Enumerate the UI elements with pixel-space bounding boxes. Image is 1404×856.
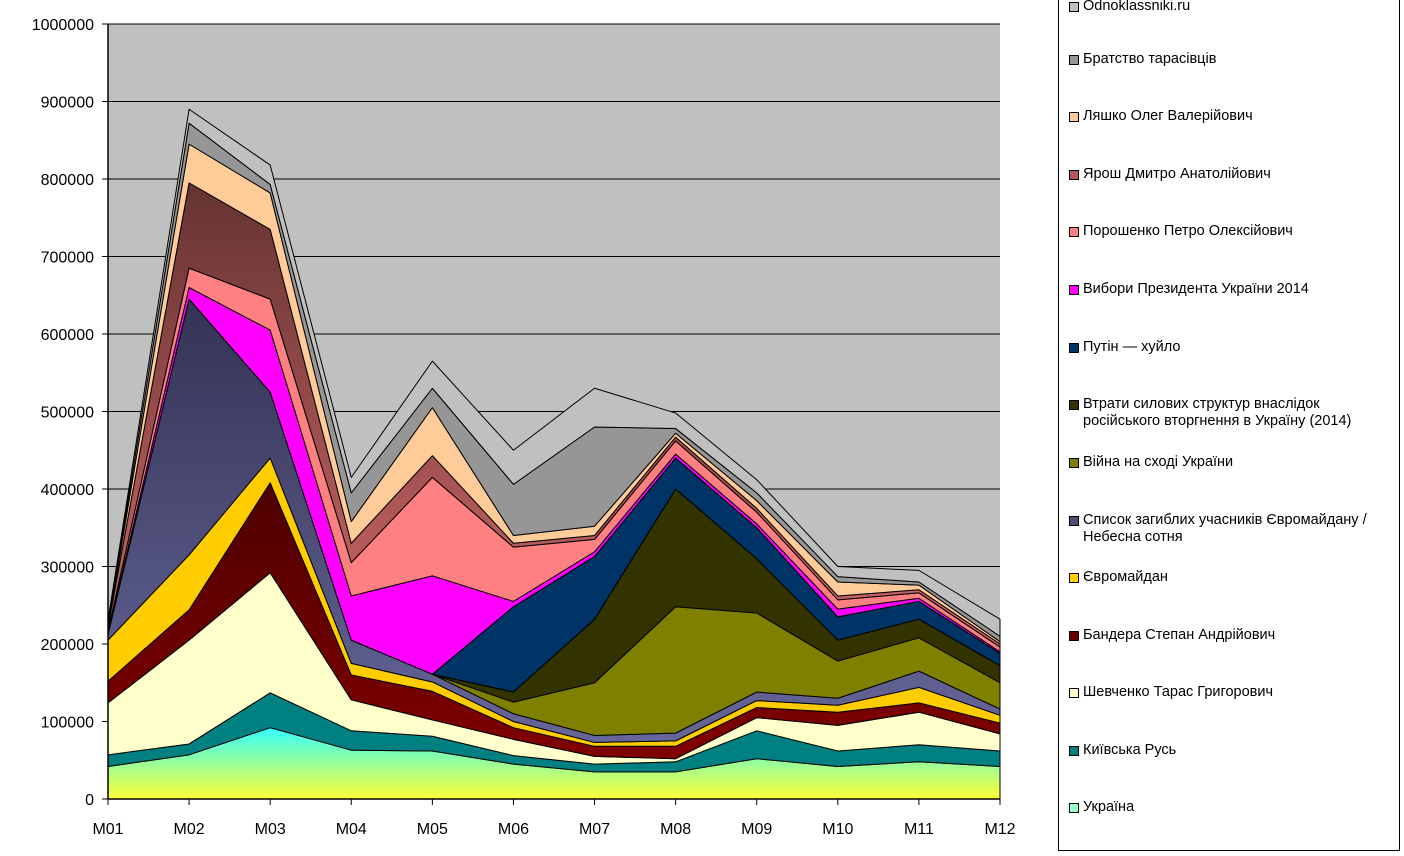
x-tick-label: M08 <box>660 821 691 838</box>
legend-label: Ляшко Олег Валерійович <box>1083 108 1253 124</box>
y-tick-label: 300000 <box>41 560 94 577</box>
legend-item: Війна на сході України <box>1069 454 1394 471</box>
y-tick-label: 900000 <box>41 95 94 112</box>
y-tick-label: 700000 <box>41 250 94 267</box>
x-tick-label: M01 <box>92 821 123 838</box>
x-tick-label: M09 <box>741 821 772 838</box>
x-tick-label: M10 <box>822 821 853 838</box>
legend-item: Ляшко Олег Валерійович <box>1069 108 1394 125</box>
x-tick-label: M03 <box>255 821 286 838</box>
legend-item: Вибори Президента України 2014 <box>1069 281 1394 298</box>
legend-label: Вибори Президента України 2014 <box>1083 281 1309 297</box>
stacked-area-chart: 0 100000 200000 300000 400000 500000 600000 700… <box>32 17 1016 838</box>
legend-label: Ярош Дмитро Анатолійович <box>1083 166 1271 182</box>
legend-item: Втрати силових структур внаслідок російс… <box>1069 396 1394 430</box>
x-tick-label: M06 <box>498 821 529 838</box>
legend-swatch-icon <box>1069 458 1079 468</box>
x-tick-label: M05 <box>417 821 448 838</box>
y-tick-label: 100000 <box>41 715 94 732</box>
legend-swatch-icon <box>1069 227 1079 237</box>
y-tick-label: 500000 <box>41 405 94 422</box>
legend-item: Путін — хуйло <box>1069 339 1394 356</box>
legend-item: Бандера Степан Андрійович <box>1069 627 1394 644</box>
legend-label: Євромайдан <box>1083 569 1168 585</box>
legend-swatch-icon <box>1069 803 1079 813</box>
y-axis-tick-labels: 0 100000 200000 300000 400000 500000 600000 700… <box>32 17 94 809</box>
legend-item: Шевченко Тарас Григорович <box>1069 684 1394 701</box>
legend-item: Список загиблих учасників Євромайдану / … <box>1069 512 1394 546</box>
legend-label: Україна <box>1083 799 1135 815</box>
y-tick-label: 1000000 <box>32 17 94 34</box>
legend-item: Порошенко Петро Олексійович <box>1069 223 1394 240</box>
legend-swatch-icon <box>1069 400 1079 410</box>
legend-label: Список загиблих учасників Євромайдану / … <box>1083 512 1367 545</box>
x-tick-label: M07 <box>579 821 610 838</box>
legend-swatch-icon <box>1069 55 1079 65</box>
x-axis-tick-labels: M01 M02 M03 M04 M05 M06 M07 M08 M09 M10 M11 M12 <box>92 821 1015 838</box>
legend-label: Порошенко Петро Олексійович <box>1083 223 1293 239</box>
y-tick-label: 600000 <box>41 327 94 344</box>
legend-label: Odnoklassniki.ru <box>1083 0 1191 14</box>
x-tick-label: M02 <box>174 821 205 838</box>
legend-swatch-icon <box>1069 343 1079 353</box>
legend-label: Путін — хуйло <box>1083 339 1181 355</box>
legend-item: Євромайдан <box>1069 569 1394 586</box>
y-tick-label: 400000 <box>41 482 94 499</box>
axes <box>102 23 1001 805</box>
legend-item: Київська Русь <box>1069 742 1394 759</box>
legend-swatch-icon <box>1069 516 1079 526</box>
legend: Odnoklassniki.ru Братство тарасівців Ляшко… <box>1058 0 1400 851</box>
y-tick-label: 200000 <box>41 637 94 654</box>
legend-item: Ярош Дмитро Анатолійович <box>1069 166 1394 183</box>
legend-swatch-icon <box>1069 112 1079 122</box>
legend-label: Шевченко Тарас Григорович <box>1083 684 1274 700</box>
x-tick-label: M11 <box>904 821 934 838</box>
legend-item: Братство тарасівців <box>1069 51 1394 68</box>
legend-item: Odnoklassniki.ru <box>1069 0 1394 15</box>
legend-item: Україна <box>1069 799 1394 816</box>
legend-swatch-icon <box>1069 285 1079 295</box>
legend-swatch-icon <box>1069 170 1079 180</box>
legend-label: Втрати силових структур внаслідок російс… <box>1083 396 1352 429</box>
y-tick-label: 800000 <box>41 172 94 189</box>
legend-label: Братство тарасівців <box>1083 51 1217 67</box>
y-tick-label: 0 <box>85 792 94 809</box>
legend-swatch-icon <box>1069 688 1079 698</box>
x-tick-label: M12 <box>984 821 1015 838</box>
legend-swatch-icon <box>1069 631 1079 641</box>
legend-label: Війна на сході України <box>1083 454 1234 470</box>
legend-swatch-icon <box>1069 573 1079 583</box>
area-series <box>107 108 1001 800</box>
legend-label: Київська Русь <box>1083 742 1177 758</box>
legend-label: Бандера Степан Андрійович <box>1083 627 1276 643</box>
area-series-14 <box>107 108 1001 637</box>
x-tick-label: M04 <box>336 821 367 838</box>
legend-swatch-icon <box>1069 2 1079 12</box>
legend-swatch-icon <box>1069 746 1079 756</box>
